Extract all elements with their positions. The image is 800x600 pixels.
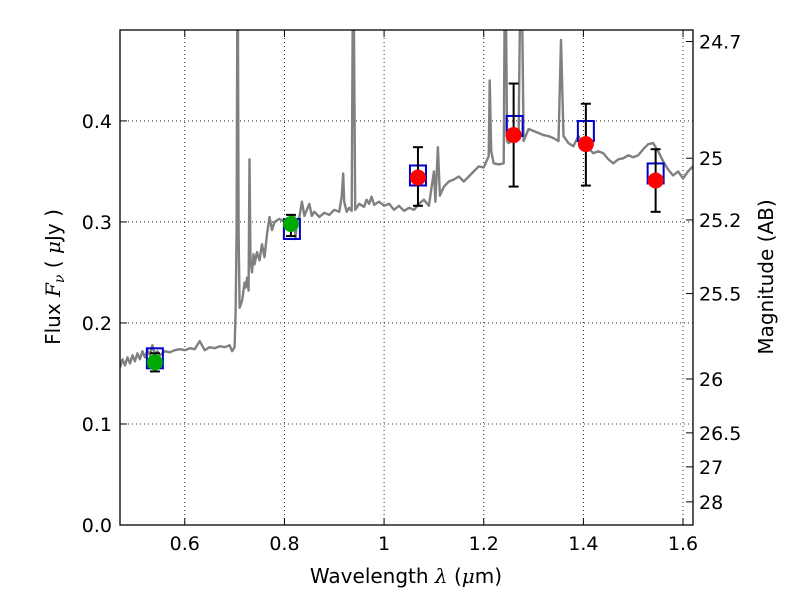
x-tick-label: 1.4 [568, 533, 598, 555]
observed-point [647, 172, 664, 189]
y-tick-label: 0.1 [82, 414, 112, 436]
y-tick-label: 0.2 [82, 313, 112, 335]
y2-tick-label: 25.2 [699, 210, 741, 232]
observed-point [505, 127, 522, 144]
grid [120, 30, 693, 526]
y2-tick-label: 27 [699, 457, 723, 479]
axes: 0.6 0.8 1 1.2 1.4 1.6 0.0 0.1 0.2 0.3 0.4 24.7 25 25.… [82, 30, 741, 555]
x-tick-label: 0.8 [269, 533, 299, 555]
plot-frame [119, 29, 694, 526]
y2-tick-label: 25.5 [699, 284, 741, 306]
x-axis-title: Wavelength λ (μm) [310, 564, 502, 588]
x-tick-label: 0.6 [170, 533, 200, 555]
observed-point [409, 169, 426, 186]
spectrum-line [120, 30, 693, 368]
y2-axis-title: Magnitude (AB) [754, 199, 778, 354]
y-axis-title: Flux Fν ( μJy ) [41, 209, 68, 345]
x-tick-label: 1.6 [668, 533, 698, 555]
y-tick-label: 0.4 [82, 111, 112, 133]
y2-tick-label: 25 [699, 148, 723, 170]
observed-point [577, 136, 594, 153]
y2-tick-label: 26.5 [699, 423, 741, 445]
observed-point [282, 215, 299, 232]
y2-tick-label: 24.7 [699, 31, 741, 53]
y2-tick-label: 28 [699, 492, 723, 514]
y-tick-label: 0.3 [82, 212, 112, 234]
y-tick-label: 0.0 [82, 515, 112, 537]
y2-tick-label: 26 [699, 369, 723, 391]
x-tick-label: 1.2 [469, 533, 499, 555]
x-tick-label: 1 [378, 533, 390, 555]
plot-area [120, 30, 693, 373]
observed-point [146, 354, 163, 371]
